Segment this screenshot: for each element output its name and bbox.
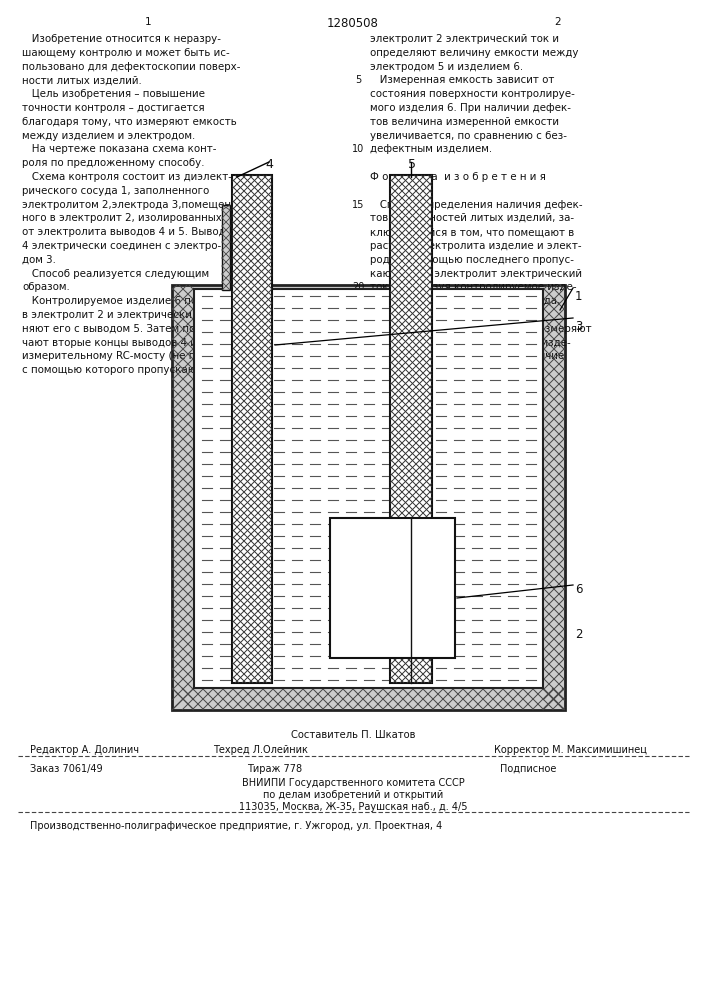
Text: дефектов.: дефектов. (370, 365, 426, 375)
Text: Способ определения наличия дефек-: Способ определения наличия дефек- (370, 200, 583, 210)
Text: Схема контроля состоит из диэлект-: Схема контроля состоит из диэлект- (22, 172, 232, 182)
Text: от электролита выводов 4 и 5. Вывод: от электролита выводов 4 и 5. Вывод (22, 227, 226, 237)
Text: Редактор А. Долинич: Редактор А. Долинич (30, 745, 139, 755)
Text: увеличивается, по сравнению с без-: увеличивается, по сравнению с без- (370, 131, 567, 141)
Text: роля по предложенному способу.: роля по предложенному способу. (22, 158, 204, 168)
Text: ВНИИПИ Государственного комитета СССР: ВНИИПИ Государственного комитета СССР (242, 778, 464, 788)
Text: 15: 15 (352, 200, 364, 210)
Text: 2: 2 (575, 628, 583, 641)
Text: Изобретение относится к неразру-: Изобретение относится к неразру- (22, 34, 221, 44)
Text: ключающийся в том, что помещают в: ключающийся в том, что помещают в (370, 227, 574, 237)
Text: 6: 6 (575, 583, 583, 596)
Text: электродом 5 и изделием 6.: электродом 5 и изделием 6. (370, 62, 523, 72)
Text: На чертеже показана схема конт-: На чертеже показана схема конт- (22, 144, 216, 154)
Text: 4 электрически соединен с электро-: 4 электрически соединен с электро- (22, 241, 221, 251)
Text: ного в электролит 2, изолированных: ного в электролит 2, изолированных (22, 213, 222, 223)
Text: электролитом 2,электрода 3,помещен-: электролитом 2,электрода 3,помещен- (22, 200, 235, 210)
Text: 20: 20 (352, 282, 364, 292)
Text: 1: 1 (575, 290, 583, 303)
Text: 10: 10 (352, 144, 364, 154)
Text: в электролит 2 и электрически соеди-: в электролит 2 и электрически соеди- (22, 310, 231, 320)
Text: род и с помощью последнего пропус-: род и с помощью последнего пропус- (370, 255, 574, 265)
Text: лием и по ней определяют наличие: лием и по ней определяют наличие (370, 351, 564, 361)
Text: ности литых изделий.: ности литых изделий. (22, 75, 141, 85)
Text: Измеренная емкость зависит от: Измеренная емкость зависит от (370, 75, 554, 85)
Text: электролит 2 электрический ток и: электролит 2 электрический ток и (370, 34, 559, 44)
Text: о т л и ч а ю щ и й с я  тем, что,: о т л и ч а ю щ и й с я тем, что, (370, 310, 542, 320)
Bar (172, 285, 565, 710)
Text: Контролируемое изделие 6 помещают: Контролируемое изделие 6 помещают (22, 296, 242, 306)
Text: ток, используя контролируемое изде-: ток, используя контролируемое изде- (370, 282, 577, 292)
Text: шающему контролю и может быть ис-: шающему контролю и может быть ис- (22, 48, 230, 58)
Text: тов величина измеренной емкости: тов величина измеренной емкости (370, 117, 559, 127)
Text: Тираж 778: Тираж 778 (247, 764, 303, 774)
Text: Производственно-полиграфическое предприятие, г. Ужгород, ул. Проектная, 4: Производственно-полиграфическое предприя… (30, 821, 443, 831)
Text: Составитель П. Шкатов: Составитель П. Шкатов (291, 730, 415, 740)
Text: Ф о р м у л а  и з о б р е т е н и я: Ф о р м у л а и з о б р е т е н и я (370, 172, 546, 182)
Text: няют его с выводом 5. Затем подклю-: няют его с выводом 5. Затем подклю- (22, 324, 228, 334)
Text: 2: 2 (555, 17, 561, 27)
Bar (222, 205, 230, 290)
Text: Подписное: Подписное (500, 764, 556, 774)
Text: Способ реализуется следующим: Способ реализуется следующим (22, 269, 209, 279)
Text: 25: 25 (352, 338, 364, 348)
Text: рического сосуда 1, заполненного: рического сосуда 1, заполненного (22, 186, 209, 196)
Text: измерительному RC-мосту (не показан),: измерительному RC-мосту (не показан), (22, 351, 240, 361)
Text: пользовано для дефектоскопии поверх-: пользовано для дефектоскопии поверх- (22, 62, 240, 72)
Text: с помощью которого пропускают через: с помощью которого пропускают через (22, 365, 236, 375)
Text: благодаря тому, что измеряют емкость: благодаря тому, что измеряют емкость (22, 117, 237, 127)
Text: Техред Л.Олейник: Техред Л.Олейник (213, 745, 308, 755)
Text: Корректор М. Максимишинец: Корректор М. Максимишинец (493, 745, 646, 755)
Text: 4: 4 (265, 158, 273, 171)
Text: 3: 3 (575, 320, 583, 333)
Text: мого изделия 6. При наличии дефек-: мого изделия 6. При наличии дефек- (370, 103, 571, 113)
Bar (194, 289, 543, 688)
Text: точности контроля – достигается: точности контроля – достигается (22, 103, 204, 113)
Text: 5: 5 (408, 158, 416, 171)
Bar (330, 518, 455, 658)
Text: 1280508: 1280508 (327, 17, 379, 30)
Text: 1: 1 (145, 17, 151, 27)
Text: величину между электродом и изде-: величину между электродом и изде- (370, 338, 571, 348)
Text: 113035, Москва, Ж-35, Раушская наб., д. 4/5: 113035, Москва, Ж-35, Раушская наб., д. … (239, 802, 467, 812)
Bar (390, 175, 432, 683)
Text: по делам изобретений и открытий: по делам изобретений и открытий (263, 790, 443, 800)
Text: образом.: образом. (22, 282, 70, 292)
Text: чают вторые концы выводов 4 и 5 к: чают вторые концы выводов 4 и 5 к (22, 338, 216, 348)
Text: дефектным изделием.: дефектным изделием. (370, 144, 492, 154)
Text: определяют величину емкости между: определяют величину емкости между (370, 48, 578, 58)
Text: кают через электролит электрический: кают через электролит электрический (370, 269, 582, 279)
Bar (232, 175, 272, 683)
Text: с целью повышения точности, измеряют: с целью повышения точности, измеряют (370, 324, 592, 334)
Text: раствор электролита изделие и элект-: раствор электролита изделие и элект- (370, 241, 582, 251)
Text: между изделием и электродом.: между изделием и электродом. (22, 131, 195, 141)
Text: дом 3.: дом 3. (22, 255, 56, 265)
Text: тов поверхностей литых изделий, за-: тов поверхностей литых изделий, за- (370, 213, 574, 223)
Text: Цель изобретения – повышение: Цель изобретения – повышение (22, 89, 205, 99)
Text: состояния поверхности контролируе-: состояния поверхности контролируе- (370, 89, 575, 99)
Text: Заказ 7061/49: Заказ 7061/49 (30, 764, 103, 774)
Text: 5: 5 (355, 75, 361, 85)
Text: лие в качестве второго электрода,: лие в качестве второго электрода, (370, 296, 560, 306)
